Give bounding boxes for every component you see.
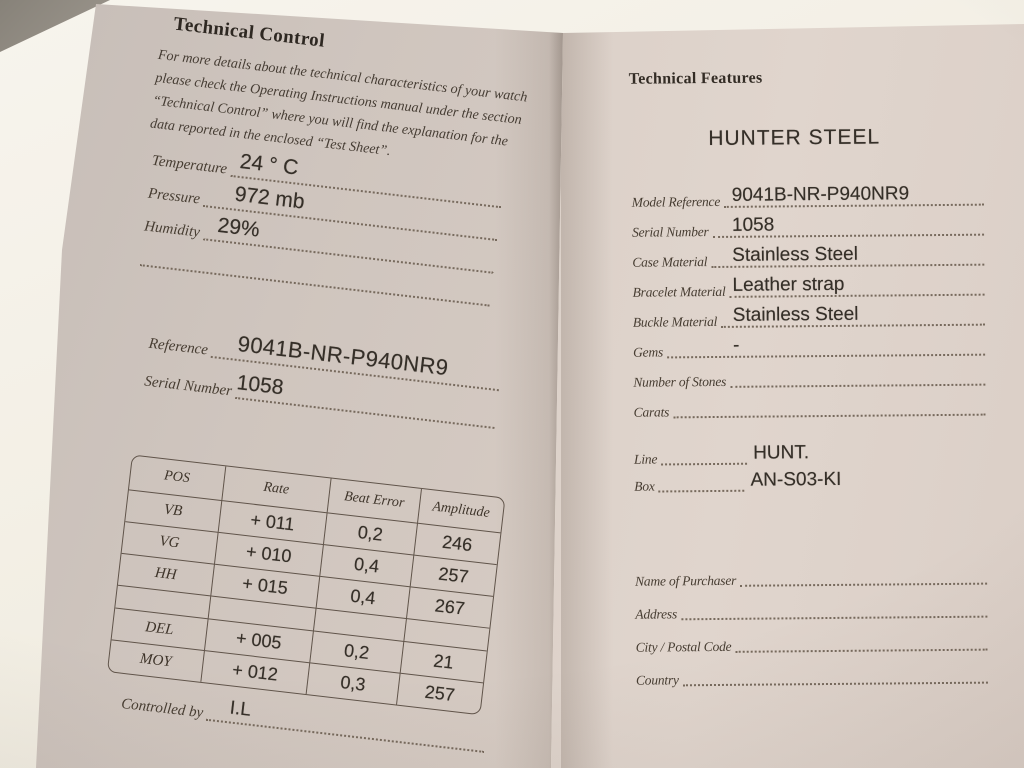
field-label: Model Reference: [631, 193, 721, 210]
dotted-line: [673, 413, 986, 419]
purchaser-fields: Name of Purchaser Address City / Postal Co…: [635, 555, 988, 690]
left-page-content: Technical Control For more details about…: [47, 4, 528, 753]
fold-shadow-left: [495, 4, 563, 768]
field-value: 9041B-NR-P940NR9: [731, 183, 910, 206]
field-label: Gems: [633, 344, 664, 360]
field-name-of-purchaser: Name of Purchaser: [635, 555, 988, 591]
dotted-line: [682, 681, 988, 687]
dotted-line: [730, 383, 986, 388]
field-value: AN-S03-KI: [750, 468, 842, 491]
field-label: Line: [633, 451, 658, 467]
dotted-line: [667, 353, 986, 359]
field-label: Address: [635, 606, 678, 622]
field-value: 24 ° C: [238, 150, 300, 180]
line-box-fields: Line HUNT. Box AN-S03-KI: [634, 439, 986, 496]
field-number-of-stones: Number of Stones: [633, 359, 986, 392]
field-label: Number of Stones: [633, 373, 727, 390]
spec-fields: Model Reference 9041B-NR-P940NR9 Serial Nu…: [632, 179, 986, 422]
field-value: -: [732, 334, 740, 356]
field-label: Serial Number: [631, 224, 709, 240]
field-value: 1058: [731, 214, 775, 236]
fold-shadow-right: [561, 24, 613, 768]
field-label: Country: [635, 672, 679, 688]
field-value: 29%: [216, 213, 261, 242]
field-country: Country: [636, 654, 988, 690]
field-label: Case Material: [632, 254, 708, 270]
field-buckle-material: Buckle Material Stainless Steel: [633, 299, 985, 332]
dotted-line: [661, 462, 748, 466]
field-value: Stainless Steel: [732, 243, 859, 266]
field-label: Carats: [633, 404, 670, 420]
field-box: Box AN-S03-KI: [634, 466, 986, 496]
dotted-line: [139, 264, 490, 307]
field-label: City / Postal Code: [635, 638, 732, 655]
field-label: Buckle Material: [632, 313, 718, 330]
dotted-line: [658, 489, 745, 493]
field-case-material: Case Material Stainless Steel: [632, 239, 985, 272]
dotted-line: [735, 648, 988, 653]
field-address: Address: [635, 588, 988, 624]
field-label: Box: [634, 478, 655, 494]
model-name: HUNTER STEEL: [708, 125, 881, 151]
dotted-line: I.L: [206, 697, 485, 753]
measurements-table: POS Rate Beat Error Amplitude VB + 011 0,2 246 V…: [106, 454, 506, 716]
dotted-line: [740, 582, 988, 587]
field-label: Name of Purchaser: [635, 572, 737, 589]
field-bracelet-material: Bracelet Material Leather strap: [632, 269, 985, 302]
field-label: Controlled by: [120, 695, 205, 722]
field-gems: Gems -: [633, 329, 986, 362]
field-line: Line HUNT.: [634, 439, 986, 469]
field-value: HUNT.: [753, 442, 810, 464]
field-value: Stainless Steel: [732, 303, 859, 326]
right-page-content: Technical Features HUNTER STEEL Model Re…: [598, 24, 1006, 690]
field-city-postal-code: City / Postal Code: [635, 621, 988, 657]
reference-fields: Reference 9041B-NR-P940NR9 Serial Number 10…: [143, 316, 502, 432]
field-value: 972 mb: [233, 182, 306, 214]
field-serial-number: Serial Number 1058: [631, 209, 985, 242]
dotted-line: [681, 615, 988, 621]
field-label: Bracelet Material: [632, 283, 726, 300]
field-carats: Carats: [633, 389, 986, 422]
field-value: I.L: [228, 697, 253, 721]
field-value: Leather strap: [732, 273, 845, 296]
dotted-line: 1058: [235, 371, 495, 429]
field-value: 1058: [235, 371, 285, 400]
field-model-reference: Model Reference 9041B-NR-P940NR9: [632, 179, 984, 212]
right-page-title: Technical Features: [628, 69, 763, 88]
field-label: Serial Number: [143, 373, 233, 400]
